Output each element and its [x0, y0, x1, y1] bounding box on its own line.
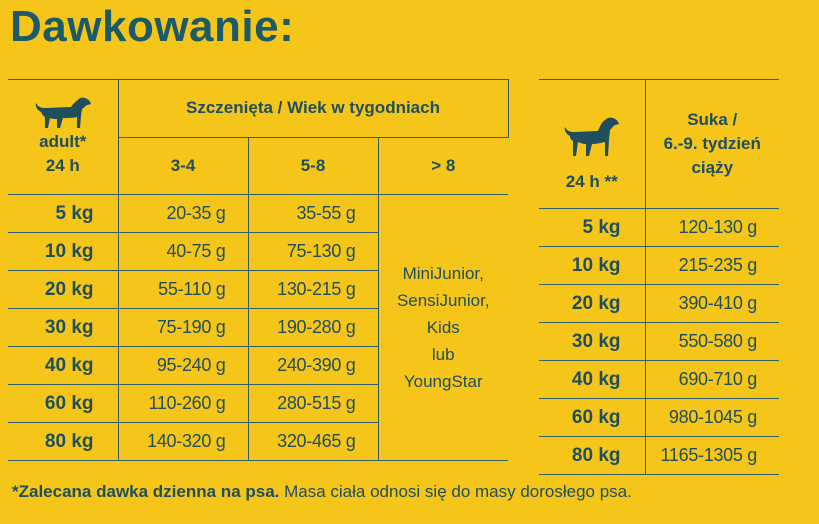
age-col-3-4: 3-4	[117, 136, 249, 195]
dose-cell: 550-580 g	[644, 322, 779, 361]
dose-cell: 390-410 g	[644, 284, 779, 323]
dose-cell: 75-130 g	[247, 232, 379, 271]
dose-cell: 240-390 g	[247, 346, 379, 385]
brand-line: YoungStar	[403, 372, 483, 391]
pregnant-24h-label: 24 h **	[565, 172, 618, 191]
weight-cell: 20 kg	[8, 270, 119, 309]
over-8-recommendation-cell: MiniJunior, SensiJunior, Kids lub YoungS…	[377, 194, 508, 461]
dose-cell: 190-280 g	[247, 308, 379, 347]
dose-cell: 120-130 g	[644, 208, 779, 247]
dose-cell: 280-515 g	[247, 384, 379, 423]
dose-cell: 35-55 g	[247, 194, 379, 233]
page-title: Dawkowanie:	[10, 2, 295, 51]
weight-cell: 80 kg	[8, 422, 119, 461]
dose-cell: 140-320 g	[117, 422, 249, 461]
weight-cell: 30 kg	[539, 322, 646, 361]
puppies-group-header: Szczenięta / Wiek w tygodniach	[117, 79, 509, 138]
dose-cell: 75-190 g	[117, 308, 249, 347]
dog-icon	[35, 97, 91, 128]
pregnant-header-line: 6.-9. tydzień	[663, 134, 761, 153]
weight-cell: 20 kg	[539, 284, 646, 323]
weight-cell: 60 kg	[539, 398, 646, 437]
dose-cell: 20-35 g	[117, 194, 249, 233]
pregnant-corner-cell: 24 h **	[539, 79, 646, 209]
dog-icon	[564, 117, 619, 156]
age-col-5-8: 5-8	[247, 136, 379, 195]
weight-cell: 30 kg	[8, 308, 119, 347]
dose-cell: 980-1045 g	[644, 398, 779, 437]
weight-cell: 5 kg	[8, 194, 119, 233]
weight-cell: 10 kg	[8, 232, 119, 271]
dose-cell: 40-75 g	[117, 232, 249, 271]
brand-line: lub	[431, 345, 455, 364]
brand-line: Kids	[426, 318, 460, 337]
dose-cell: 110-260 g	[117, 384, 249, 423]
dose-cell: 130-215 g	[247, 270, 379, 309]
weight-cell: 5 kg	[539, 208, 646, 247]
weight-cell: 80 kg	[539, 436, 646, 475]
footnote-text: Masa ciała odnosi się do masy dorosłego …	[279, 482, 632, 501]
pregnant-header-line: Suka /	[687, 110, 738, 129]
footnote: *Zalecana dawka dzienna na psa. Masa cia…	[12, 482, 632, 502]
dose-cell: 95-240 g	[117, 346, 249, 385]
weight-cell: 40 kg	[8, 346, 119, 385]
footnote-bold: *Zalecana dawka dzienna na psa.	[12, 482, 280, 501]
dose-cell: 215-235 g	[644, 246, 779, 285]
dose-cell: 320-465 g	[247, 422, 379, 461]
brand-line: SensiJunior,	[396, 291, 490, 310]
pregnant-dosage-table: 24 h ** Suka / 6.-9. tydzień ciąży 5 kg …	[539, 79, 779, 475]
adult-24h-label: 24 h	[45, 156, 80, 175]
adult-label: adult*	[39, 132, 87, 151]
dose-cell: 690-710 g	[644, 360, 779, 399]
weight-cell: 60 kg	[8, 384, 119, 423]
pregnant-header-cell: Suka / 6.-9. tydzień ciąży	[644, 79, 779, 209]
age-col-over-8: > 8	[377, 136, 508, 195]
brand-line: MiniJunior,	[402, 264, 484, 283]
weight-cell: 10 kg	[539, 246, 646, 285]
dose-cell: 1165-1305 g	[644, 436, 779, 475]
puppy-dosage-table: adult* 24 h Szczenięta / Wiek w tygodnia…	[8, 79, 509, 461]
pregnant-header-line: ciąży	[691, 158, 734, 177]
dose-cell: 55-110 g	[117, 270, 249, 309]
weight-cell: 40 kg	[539, 360, 646, 399]
adult-header-cell: adult* 24 h	[8, 79, 119, 195]
